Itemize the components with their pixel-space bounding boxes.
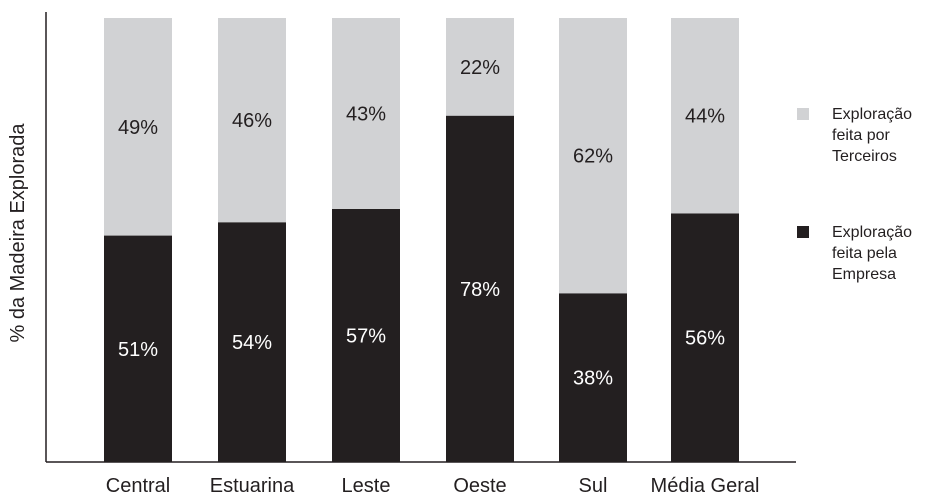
x-tick-label: Leste	[342, 475, 391, 497]
data-label: 44%	[685, 106, 725, 128]
y-axis-label: % da Madeira Explorada	[7, 123, 29, 343]
data-label: 62%	[573, 146, 613, 168]
x-tick-label: Oeste	[453, 475, 506, 497]
data-label: 22%	[460, 57, 500, 79]
legend-swatch	[797, 108, 809, 120]
legend: Exploração feita por Terceiros Exploração fe…	[797, 106, 912, 283]
legend-label: feita por	[832, 127, 890, 144]
data-label: 57%	[346, 325, 386, 347]
bar-segment-empresa	[559, 293, 627, 462]
bar-segment-terceiros	[559, 18, 627, 294]
legend-label: Exploração	[832, 106, 912, 123]
bar-segment-terceiros	[218, 18, 286, 223]
bar-segment-empresa	[332, 208, 400, 462]
bar-segment-terceiros	[671, 18, 739, 214]
legend-label: Exploração	[832, 224, 912, 241]
bar-segment-terceiros	[446, 18, 514, 116]
data-label: 78%	[460, 279, 500, 301]
data-label: 56%	[685, 328, 725, 350]
data-label: 46%	[232, 110, 272, 132]
x-tick-label: Média Geral	[651, 475, 760, 497]
data-label: 38%	[573, 368, 613, 390]
bar-segment-empresa	[671, 213, 739, 462]
x-tick-label: Sul	[579, 475, 608, 497]
legend-label: Terceiros	[832, 148, 897, 165]
bar-segment-terceiros	[332, 18, 400, 209]
data-label: 49%	[118, 117, 158, 139]
x-tick-label: Central	[106, 475, 170, 497]
data-label: 43%	[346, 103, 386, 125]
data-label: 51%	[118, 339, 158, 361]
bar-segment-terceiros	[104, 18, 172, 236]
x-tick-label: Estuarina	[210, 475, 295, 497]
bar-segment-empresa	[218, 222, 286, 462]
bars: 51% 49% Central 54% 46% Estuarina 57% 43% Leste 7…	[104, 18, 759, 497]
bar-segment-empresa	[104, 235, 172, 462]
bar-segment-empresa	[446, 115, 514, 463]
legend-swatch	[797, 226, 809, 238]
data-label: 54%	[232, 332, 272, 354]
legend-label: feita pela	[832, 245, 897, 262]
legend-label: Empresa	[832, 266, 896, 283]
